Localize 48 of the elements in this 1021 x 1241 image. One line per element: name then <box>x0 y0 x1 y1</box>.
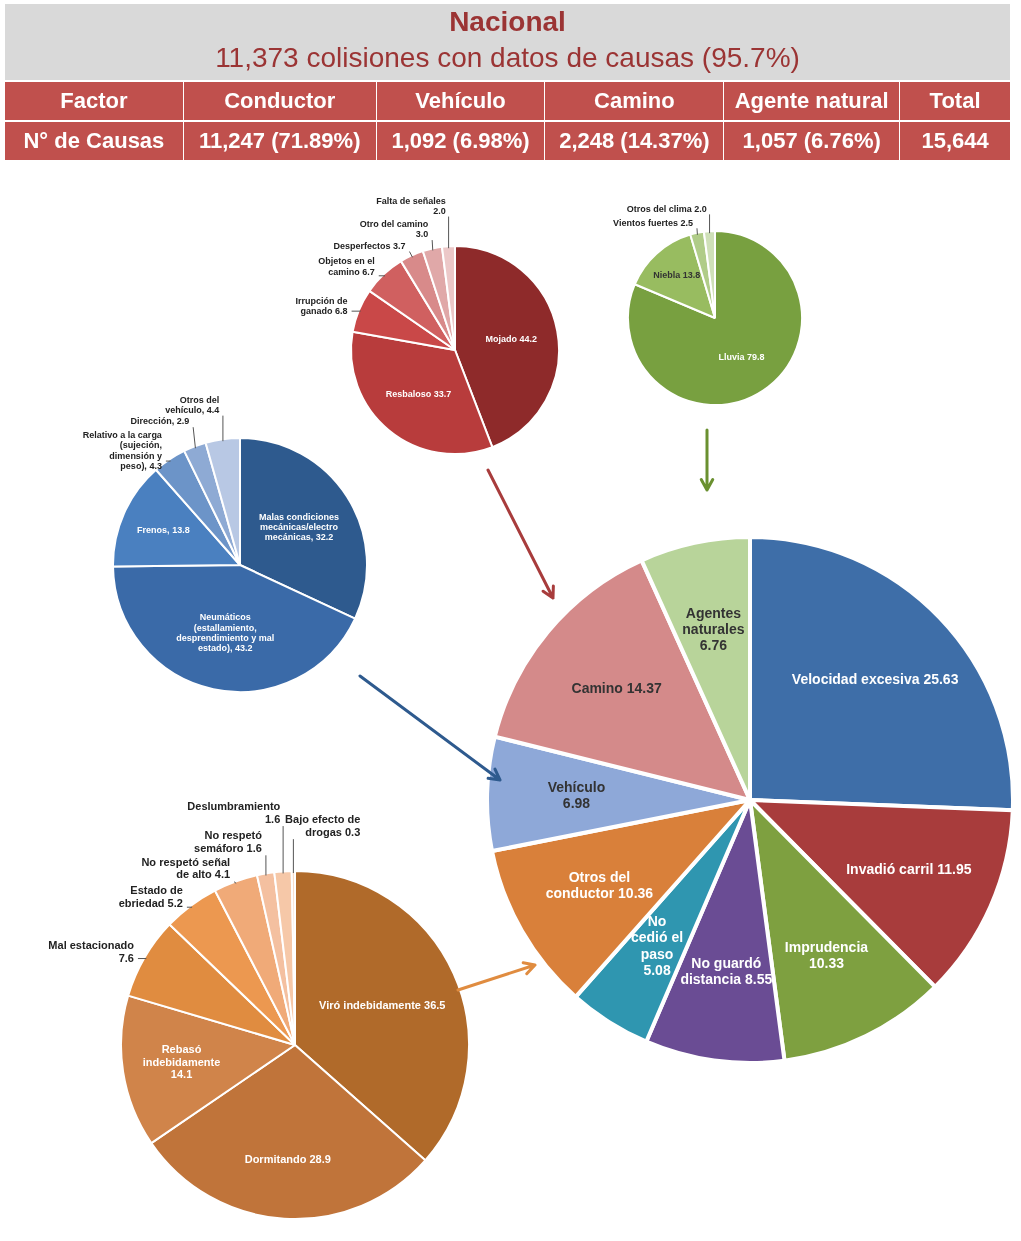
slice-label: Lluvia 79.8 <box>718 352 765 363</box>
slice-label: Invadió carril 11.95 <box>846 860 972 877</box>
text: 11,247 (71.89%) <box>182 122 376 160</box>
text: Conductor <box>182 82 376 120</box>
slice-label: Malas condiciones mecánicas/electro mecánicas, 32.2 <box>258 511 339 543</box>
text: N° de Causas <box>22 127 166 155</box>
slice-label: Irrupción de ganado 6.8 <box>295 295 348 317</box>
slice-label: Estado de ebriedad 5.2 <box>118 884 183 909</box>
text: Camino <box>544 82 724 120</box>
slice-label: No respetó señal de alto 4.1 <box>141 855 231 881</box>
text: Vehículo <box>375 82 545 120</box>
text: Factor <box>59 87 129 115</box>
slice-label: Dormitando 28.9 <box>244 1152 331 1165</box>
text: 11,373 colisiones con datos de causas (95.7%) <box>214 41 801 75</box>
slice-label: Velocidad excesiva 25.63 <box>791 670 959 687</box>
slice-label: Deslumbramiento 1.6 <box>187 800 281 825</box>
slice-label: Relativo a la carga (sujeción, dimensión y peso), 4.3 <box>82 430 163 472</box>
slice-label: Otro del camino 3.0 <box>359 219 429 240</box>
slice-label: Otros del vehículo, 4.4 <box>165 394 220 415</box>
slice-label: Imprudencia 10.33 <box>784 938 869 971</box>
slice-label: Rebasó indebidamente 14.1 <box>142 1043 221 1081</box>
slice-label: Vehículo 6.98 <box>547 778 606 811</box>
text: 15,644 <box>899 122 1011 160</box>
slice-label: Viró indebidamente 36.5 <box>319 998 446 1011</box>
text: Nacional <box>448 5 567 39</box>
slice-label: Neumáticos (estallamiento, desprendimiento y mal estado), 43.2 <box>176 612 275 654</box>
slice-label: Bajo efecto de drogas 0.3 <box>285 813 361 838</box>
slice-label: Desperfectos 3.7 <box>333 240 406 251</box>
slice-label: Agentes naturales 6.76 <box>682 605 745 654</box>
slice-label: Otros del conductor 10.36 <box>545 869 654 902</box>
text: Agente natural <box>723 82 900 120</box>
slice-label: Resbaloso 33.7 <box>385 388 452 399</box>
text: 1,057 (6.76%) <box>723 122 900 160</box>
slice-label: Vientos fuertes 2.5 <box>613 217 693 228</box>
slice-label: Objetos en el camino 6.7 <box>318 256 375 277</box>
slice-label: Mal estacionado 7.6 <box>48 939 135 964</box>
text: Total <box>899 82 1011 120</box>
slice-label: Falta de señales 2.0 <box>376 195 446 216</box>
slice-label: Mojado 44.2 <box>485 334 537 345</box>
slice-label: Otros del clima 2.0 <box>626 203 707 214</box>
text: 1,092 (6.98%) <box>375 122 545 160</box>
slice-label: Dirección, 2.9 <box>130 416 190 427</box>
text: 2,248 (14.37%) <box>544 122 724 160</box>
slice-label: Niebla 13.8 <box>653 269 701 280</box>
slice-label: No respetó semáforo 1.6 <box>194 829 263 854</box>
slice-label: Frenos, 13.8 <box>137 525 190 536</box>
slice-label: No guardó distancia 8.55 <box>680 954 773 987</box>
slice-label: Camino 14.37 <box>571 679 662 696</box>
